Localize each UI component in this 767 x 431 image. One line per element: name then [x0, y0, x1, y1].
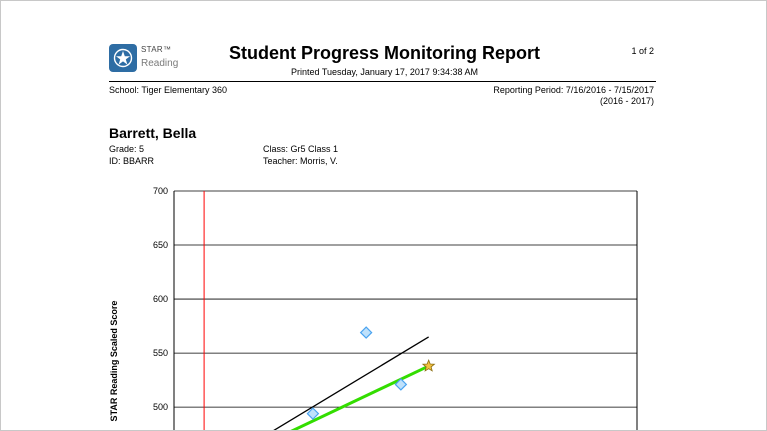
y-tick-label: 650: [153, 240, 168, 250]
page-number: 1 of 2: [631, 46, 654, 56]
student-name: Barrett, Bella: [109, 125, 197, 141]
star-reading-logo-icon: [109, 44, 137, 72]
y-tick-label: 500: [153, 402, 168, 412]
test-score-point: [359, 326, 373, 339]
goal-line: [273, 336, 429, 430]
test-score-point: [306, 407, 320, 420]
student-class: Class: Gr5 Class 1: [263, 144, 339, 154]
report-title: Student Progress Monitoring Report: [228, 43, 540, 63]
student-teacher: Teacher: Morris, V.: [263, 156, 338, 166]
y-tick-label: 700: [153, 186, 168, 196]
reporting-period: Reporting Period: 7/16/2016 - 7/15/2017 …: [493, 85, 654, 107]
header-divider: [109, 81, 656, 82]
school-name: School: Tiger Elementary 360: [109, 85, 228, 95]
student-details-right: Class: Gr5 Class 1 Teacher: Morris, V.: [263, 143, 338, 167]
student-id: ID: BBARR: [109, 156, 155, 166]
trend-line: [290, 364, 430, 430]
reporting-period-dates: Reporting Period: 7/16/2016 - 7/15/2017: [493, 85, 654, 95]
goal-star-marker: [421, 359, 436, 372]
logo-product-subtitle: Reading: [141, 58, 179, 69]
test-score-point: [394, 378, 408, 391]
student-details-left: Grade: 5 ID: BBARR: [109, 143, 154, 167]
logo-product-name: STAR™: [141, 45, 172, 54]
student-grade: Grade: 5: [109, 144, 145, 154]
school-year: (2016 - 2017): [599, 96, 654, 106]
y-tick-label: 550: [153, 348, 168, 358]
printed-timestamp: Printed Tuesday, January 17, 2017 9:34:3…: [291, 67, 478, 77]
y-tick-label: 600: [153, 294, 168, 304]
